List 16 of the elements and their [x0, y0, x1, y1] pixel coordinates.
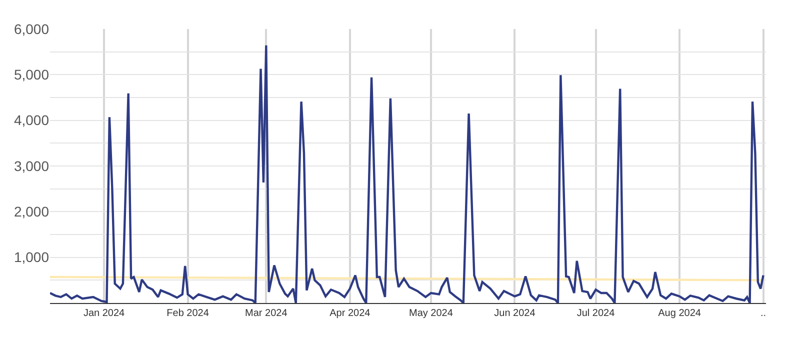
y-tick-label: 6,000 — [14, 20, 50, 37]
y-tick-label: 2,000 — [14, 204, 50, 220]
y-tick-label: 3,000 — [14, 158, 50, 174]
y-tick-label: 5,000 — [14, 66, 50, 83]
x-tick-label: Aug 2024 — [658, 308, 702, 319]
y-tick-label: 4,000 — [14, 112, 50, 128]
x-tick-label: Mar 2024 — [245, 308, 288, 319]
x-tick-label: May 2024 — [409, 308, 454, 319]
y-tick-label: 1,000 — [14, 249, 50, 266]
x-tick-label: Jul 2024 — [576, 308, 616, 319]
x-tick-label: Apr 2024 — [330, 308, 371, 319]
x-tick-label: Feb 2024 — [166, 308, 210, 319]
x-tick-label: .. — [760, 308, 766, 319]
x-tick-label: Jun 2024 — [494, 308, 536, 319]
line-series — [50, 44, 764, 303]
x-tick-label: Jan 2024 — [83, 308, 126, 319]
